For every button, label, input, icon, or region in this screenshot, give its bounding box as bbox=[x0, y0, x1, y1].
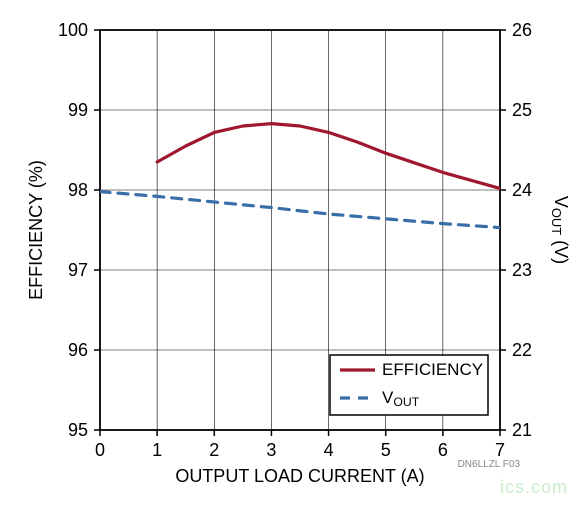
svg-text:EFFICIENCY (%): EFFICIENCY (%) bbox=[26, 160, 46, 300]
svg-text:97: 97 bbox=[68, 260, 88, 280]
svg-text:EFFICIENCY: EFFICIENCY bbox=[382, 360, 483, 379]
svg-text:95: 95 bbox=[68, 420, 88, 440]
svg-text:3: 3 bbox=[266, 440, 276, 460]
svg-text:2: 2 bbox=[209, 440, 219, 460]
svg-text:98: 98 bbox=[68, 180, 88, 200]
svg-text:21: 21 bbox=[512, 420, 532, 440]
svg-text:1: 1 bbox=[152, 440, 162, 460]
watermark-text: ics.com bbox=[500, 477, 568, 498]
svg-text:96: 96 bbox=[68, 340, 88, 360]
svg-text:26: 26 bbox=[512, 20, 532, 40]
svg-text:OUTPUT LOAD CURRENT (A): OUTPUT LOAD CURRENT (A) bbox=[175, 466, 424, 486]
svg-text:0: 0 bbox=[95, 440, 105, 460]
svg-text:24: 24 bbox=[512, 180, 532, 200]
svg-text:6: 6 bbox=[438, 440, 448, 460]
svg-text:23: 23 bbox=[512, 260, 532, 280]
svg-text:7: 7 bbox=[495, 440, 505, 460]
svg-text:4: 4 bbox=[324, 440, 334, 460]
svg-text:100: 100 bbox=[58, 20, 88, 40]
svg-text:22: 22 bbox=[512, 340, 532, 360]
efficiency-vout-chart: 012345679596979899100212223242526OUTPUT … bbox=[0, 0, 578, 506]
svg-text:5: 5 bbox=[381, 440, 391, 460]
figure-label: DN6LLZL F03 bbox=[458, 459, 520, 470]
chart-svg: 012345679596979899100212223242526OUTPUT … bbox=[0, 0, 578, 506]
svg-text:25: 25 bbox=[512, 100, 532, 120]
svg-text:99: 99 bbox=[68, 100, 88, 120]
